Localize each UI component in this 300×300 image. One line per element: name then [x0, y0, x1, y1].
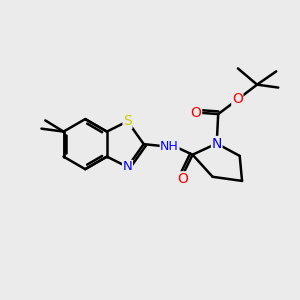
Text: N: N [212, 136, 222, 151]
Text: S: S [123, 114, 132, 128]
Text: N: N [123, 160, 132, 173]
Text: O: O [191, 106, 202, 120]
Text: O: O [177, 172, 188, 186]
Text: O: O [232, 92, 243, 106]
Text: NH: NH [160, 140, 179, 153]
